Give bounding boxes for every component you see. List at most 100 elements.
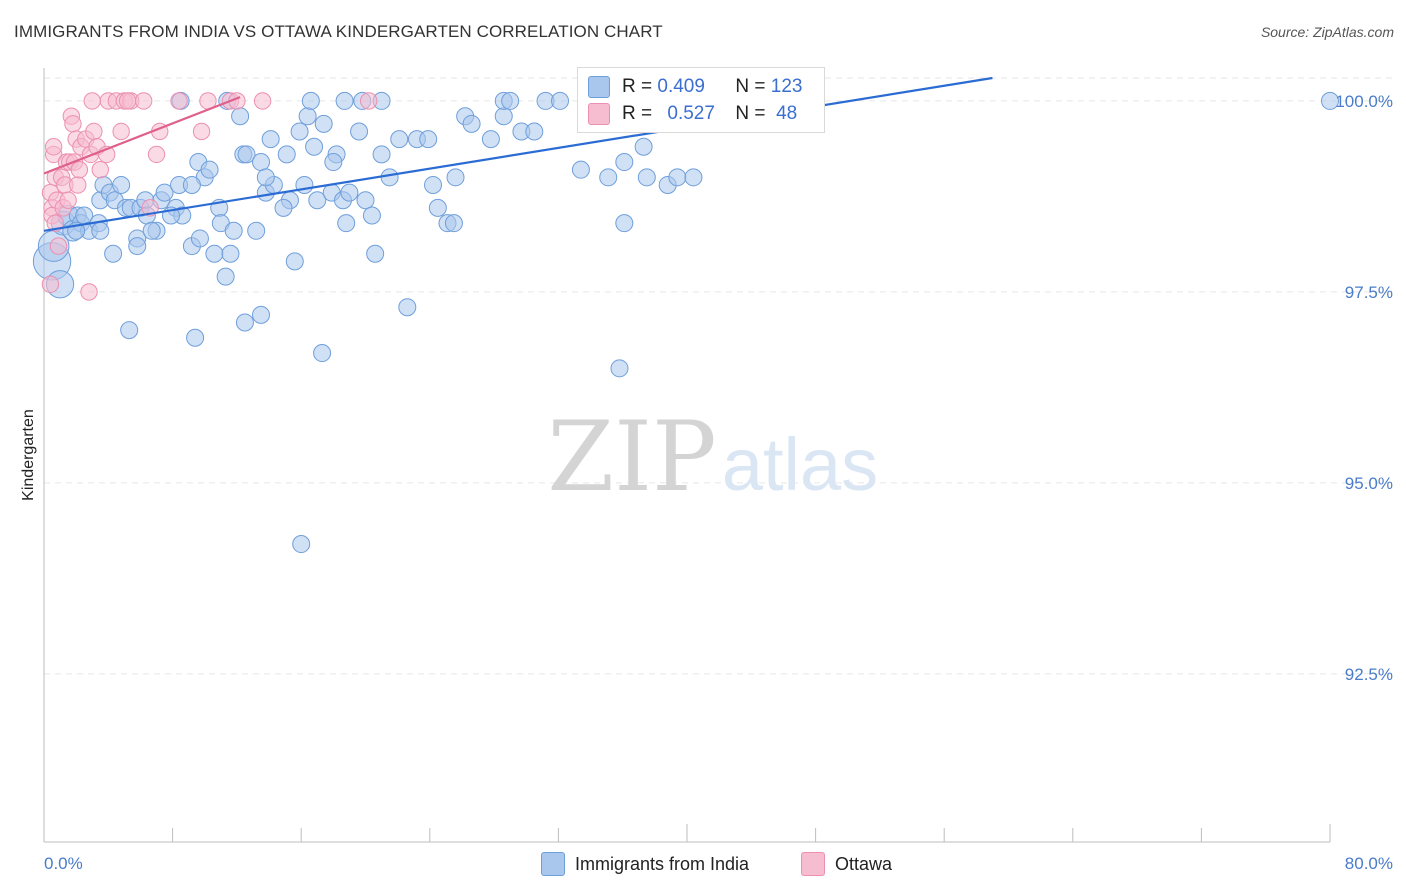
data-point-india bbox=[277, 145, 296, 164]
data-point-india bbox=[313, 344, 332, 363]
n-label: N = bbox=[735, 76, 766, 97]
data-point-india bbox=[398, 298, 417, 317]
data-point-india bbox=[684, 168, 703, 187]
data-point-ottawa bbox=[64, 115, 82, 133]
data-point-india bbox=[525, 122, 544, 141]
data-point-india bbox=[128, 237, 147, 256]
data-point-india bbox=[205, 244, 224, 263]
r-label: R = bbox=[622, 103, 653, 124]
data-point-india bbox=[285, 252, 304, 271]
y-tick-label: 97.5% bbox=[1345, 283, 1393, 302]
data-point-ottawa bbox=[83, 92, 101, 110]
data-point-india bbox=[298, 107, 317, 126]
data-point-india bbox=[419, 130, 438, 149]
data-point-india bbox=[634, 137, 653, 156]
data-point-india bbox=[274, 198, 293, 217]
data-point-india bbox=[337, 214, 356, 233]
data-point-india bbox=[314, 114, 333, 133]
swatch-pink bbox=[588, 103, 610, 125]
data-point-india bbox=[155, 183, 174, 202]
y-tick-label: 100.0% bbox=[1335, 92, 1393, 111]
trend-lines bbox=[43, 76, 993, 232]
x-tick-label-left: 0.0% bbox=[44, 854, 83, 873]
data-point-india bbox=[362, 206, 381, 225]
data-point-india bbox=[142, 221, 161, 240]
tick-labels: 100.0% 97.5% 95.0% 92.5% 0.0% 80.0% bbox=[44, 92, 1393, 873]
data-point-india bbox=[112, 175, 131, 194]
data-point-ottawa bbox=[70, 160, 89, 179]
series-ottawa bbox=[41, 92, 378, 301]
data-point-india bbox=[444, 214, 463, 233]
data-point-india bbox=[551, 91, 570, 110]
data-point-india bbox=[350, 122, 369, 141]
data-point-india bbox=[252, 153, 271, 172]
n-value: 123 bbox=[770, 76, 803, 97]
data-point-india bbox=[305, 137, 324, 156]
legend-item-india[interactable]: Immigrants from India bbox=[541, 852, 749, 876]
data-point-india bbox=[256, 168, 275, 187]
x-tick-label-right: 80.0% bbox=[1345, 854, 1393, 873]
data-point-india bbox=[261, 130, 280, 149]
legend-label-ottawa: Ottawa bbox=[835, 853, 893, 874]
data-point-india bbox=[372, 145, 391, 164]
data-point-india bbox=[424, 175, 443, 194]
data-point-ottawa bbox=[85, 122, 103, 141]
data-point-india bbox=[571, 160, 590, 179]
n-value: 48 bbox=[776, 103, 798, 124]
data-point-india bbox=[190, 229, 209, 248]
watermark: ZIP atlas bbox=[547, 401, 878, 513]
source-label: Source: ZipAtlas.com bbox=[1260, 24, 1394, 40]
data-point-ottawa bbox=[253, 92, 272, 110]
data-point-india bbox=[292, 535, 311, 554]
data-point-ottawa bbox=[80, 283, 98, 301]
data-point-india bbox=[356, 191, 375, 210]
data-point-india bbox=[380, 168, 399, 187]
legend-label-india: Immigrants from India bbox=[575, 853, 750, 874]
data-point-india bbox=[599, 168, 618, 187]
data-point-ottawa bbox=[69, 176, 87, 194]
legend-item-ottawa[interactable]: Ottawa bbox=[801, 852, 892, 876]
data-point-india bbox=[324, 153, 343, 172]
data-point-india bbox=[120, 321, 139, 340]
data-point-india bbox=[247, 221, 266, 240]
data-point-india bbox=[231, 107, 250, 126]
stats-legend: R = 0.409 N = 123 R = 0.527 N = 48 bbox=[577, 67, 825, 133]
stats-row-india: R = 0.409 N = 123 bbox=[588, 75, 802, 99]
data-point-india bbox=[1321, 91, 1339, 110]
watermark-zip: ZIP bbox=[547, 401, 716, 513]
trend-line-ottawa bbox=[43, 96, 241, 175]
data-point-ottawa bbox=[147, 145, 166, 164]
r-label: R = bbox=[622, 76, 653, 97]
data-point-india bbox=[290, 122, 309, 141]
data-point-india bbox=[428, 198, 447, 217]
data-point-india bbox=[237, 145, 256, 164]
data-point-india bbox=[637, 168, 656, 187]
r-value: 0.409 bbox=[657, 76, 705, 97]
data-point-india bbox=[494, 107, 513, 126]
data-point-ottawa bbox=[59, 191, 77, 209]
watermark-atlas: atlas bbox=[722, 423, 878, 506]
data-point-ottawa bbox=[134, 92, 153, 110]
data-point-india bbox=[91, 221, 110, 240]
r-value: 0.527 bbox=[667, 103, 715, 124]
legend-swatch-blue bbox=[541, 852, 565, 876]
data-point-india bbox=[615, 214, 634, 233]
data-point-india bbox=[308, 191, 327, 210]
n-label: N = bbox=[735, 103, 766, 124]
legend-swatch-pink bbox=[801, 852, 825, 876]
bottom-legend: Immigrants from India Ottawa bbox=[0, 852, 1406, 876]
data-point-india bbox=[340, 183, 359, 202]
data-point-ottawa bbox=[91, 160, 109, 179]
chart-title: IMMIGRANTS FROM INDIA VS OTTAWA KINDERGA… bbox=[14, 22, 663, 41]
data-point-india bbox=[615, 153, 634, 172]
gridlines bbox=[44, 77, 1395, 675]
data-point-india bbox=[186, 328, 205, 347]
data-point-ottawa bbox=[360, 92, 378, 110]
data-point-india bbox=[235, 313, 254, 332]
data-point-india bbox=[366, 244, 385, 263]
data-point-india bbox=[335, 91, 354, 110]
stats-row-ottawa: R = 0.527 N = 48 bbox=[588, 102, 797, 126]
data-point-india bbox=[182, 175, 201, 194]
data-point-india bbox=[104, 244, 123, 263]
